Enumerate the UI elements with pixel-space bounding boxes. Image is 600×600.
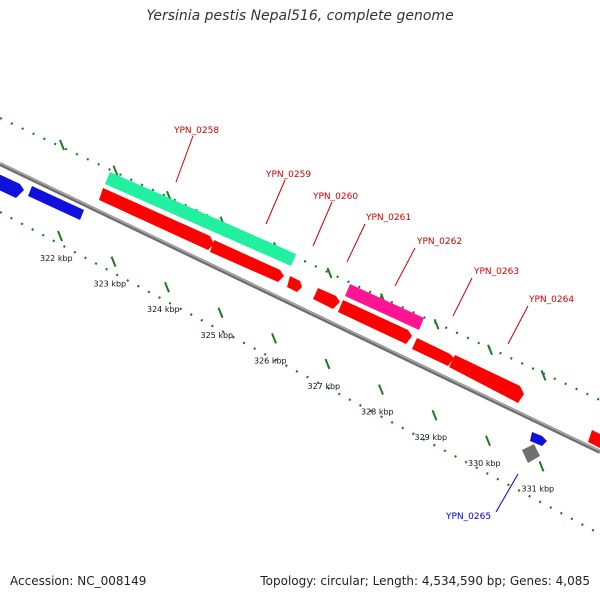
major-tick [485, 435, 491, 447]
major-tick [324, 358, 331, 370]
label-ypn0263[interactable]: YPN_0263 [473, 267, 519, 277]
outer-dotted-track [0, 117, 600, 401]
tick-label: 330 kbp [468, 459, 501, 468]
tick-label: 328 kbp [361, 408, 394, 417]
tick-label: 322 kbp [40, 254, 73, 263]
gene-ypn0263a[interactable] [338, 300, 412, 344]
label-ypn0265[interactable]: YPN_0265 [445, 512, 491, 522]
tick-label: 325 kbp [201, 331, 234, 340]
tick-label: 329 kbp [415, 433, 448, 442]
map-title: Yersinia pestis Nepal516, complete genom… [146, 8, 454, 24]
gene-ypn0261[interactable] [313, 288, 340, 309]
gene-ypn0265[interactable] [530, 432, 547, 446]
major-tick [217, 307, 224, 319]
label-ypn0261[interactable]: YPN_0261 [365, 213, 411, 223]
gene-gray[interactable] [522, 444, 540, 463]
major-tick [431, 409, 438, 421]
label-ypn0264[interactable]: YPN_0264 [528, 295, 574, 305]
gene-ypn0259a[interactable] [99, 188, 214, 250]
callout-lines [175, 135, 529, 513]
gene-ypn0259[interactable] [210, 240, 284, 282]
tick-label: 331 kbp [522, 484, 555, 493]
gene-ypn0260[interactable] [287, 276, 302, 292]
major-tick [538, 461, 545, 472]
genome-backbone [0, 162, 600, 454]
gene-blue-1[interactable] [0, 170, 24, 198]
tick-group: 322 kbp 323 kbp 324 kbp 325 kbp 326 kbp 327 k… [40, 139, 555, 493]
label-ypn0262[interactable]: YPN_0262 [416, 237, 462, 247]
tick-label: 324 kbp [147, 305, 180, 314]
outer-major-tick [487, 344, 493, 356]
gene-labels: YPN_0258 YPN_0259 YPN_0260 YPN_0261 YPN_… [173, 126, 574, 522]
label-ypn0260[interactable]: YPN_0260 [312, 192, 358, 202]
label-ypn0259[interactable]: YPN_0259 [265, 170, 311, 180]
accession-text: Accession: NC_008149 [10, 574, 147, 588]
major-tick [378, 384, 384, 395]
genome-summary-text: Topology: circular; Length: 4,534,590 bp… [260, 574, 590, 588]
outer-major-tick [540, 370, 547, 381]
gene-group [0, 170, 600, 463]
tick-label: 323 kbp [94, 280, 127, 289]
major-tick [164, 281, 170, 293]
gene-ypn0264[interactable] [449, 355, 524, 403]
outer-major-tick [433, 318, 440, 330]
major-tick [271, 333, 277, 344]
gene-red-edge[interactable] [588, 430, 600, 450]
gene-ypn0258[interactable] [105, 172, 296, 266]
gene-ypn0263[interactable] [412, 338, 454, 366]
gene-blue-2[interactable] [28, 186, 84, 220]
major-tick [57, 230, 63, 242]
tick-label: 327 kbp [308, 382, 341, 391]
tick-label: 326 kbp [254, 356, 287, 365]
outer-major-tick [112, 165, 119, 176]
major-tick [110, 256, 117, 267]
gene-ypn0262[interactable] [345, 284, 424, 330]
outer-major-tick [326, 267, 333, 279]
inner-dotted-track [0, 211, 600, 535]
outer-major-tick [59, 139, 65, 151]
label-ypn0258[interactable]: YPN_0258 [173, 126, 219, 136]
